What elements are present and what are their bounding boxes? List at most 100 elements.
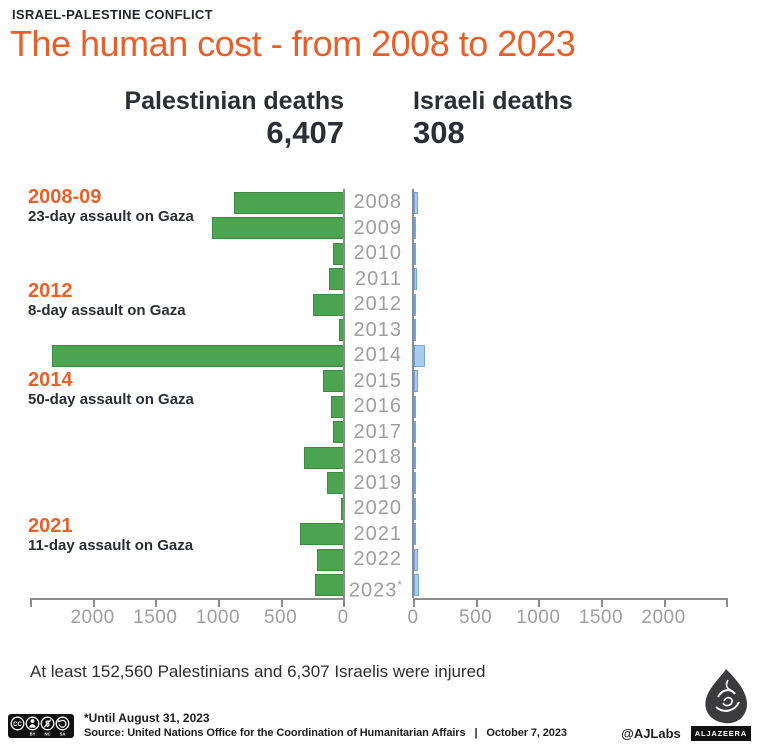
bar-israeli-2009 bbox=[414, 217, 416, 240]
axis-tick bbox=[217, 598, 220, 607]
svg-text:NC: NC bbox=[44, 732, 50, 737]
bidirectional-bar-chart: 2008 2009 2010 2011 2012 2013 2014 2015 2016 2017… bbox=[28, 187, 729, 628]
axis-tick-label: 0 bbox=[337, 607, 349, 628]
axis-zero-line-right bbox=[412, 189, 414, 598]
israeli-deaths-total: 308 bbox=[413, 115, 465, 150]
footer-branding: @AJLabs ALJAZEERA bbox=[621, 726, 751, 741]
axis-baseline-right bbox=[413, 598, 727, 600]
axis-tick bbox=[663, 598, 666, 607]
bar-palestinian-2008 bbox=[233, 191, 344, 214]
bar-israeli-2010 bbox=[414, 242, 416, 265]
bar-palestinian-2014 bbox=[52, 344, 344, 367]
bar-palestinian-2023 bbox=[315, 574, 344, 597]
bar-palestinian-2015 bbox=[322, 370, 344, 393]
annotation-2014: 2014 50-day assault on Gaza bbox=[28, 370, 194, 408]
axis-tick-label: 1000 bbox=[195, 607, 241, 628]
bar-palestinian-2019 bbox=[327, 472, 344, 495]
bar-palestinian-2009 bbox=[212, 217, 344, 240]
palestinian-deaths-total: 6,407 bbox=[266, 115, 344, 150]
year-label: 2018 bbox=[353, 446, 402, 468]
source-text: Source: United Nations Office for the Co… bbox=[84, 727, 466, 739]
svg-text:BY: BY bbox=[30, 732, 36, 737]
axis-tick-label: 1500 bbox=[133, 607, 178, 628]
bar-palestinian-2012 bbox=[312, 293, 344, 316]
axis-tick-label: 2000 bbox=[641, 607, 686, 628]
year-label: 2008 bbox=[353, 191, 402, 213]
bar-israeli-2012 bbox=[414, 293, 416, 316]
footnotes: *Until August 31, 2023 Source: United Na… bbox=[84, 711, 567, 741]
bar-israeli-2014 bbox=[414, 344, 425, 367]
axis-tick-label: 1500 bbox=[578, 607, 624, 628]
annotation-period: 2012 bbox=[28, 280, 73, 302]
bar-palestinian-2021 bbox=[300, 523, 344, 546]
axis-tick bbox=[413, 598, 415, 607]
year-label: 2019 bbox=[353, 471, 402, 494]
axis-zero-line-left bbox=[343, 189, 345, 598]
source-divider: | bbox=[474, 727, 478, 739]
bar-palestinian-2018 bbox=[303, 446, 344, 469]
aljazeera-flame-icon bbox=[705, 669, 747, 724]
annotation-2008-09: 2008-09 23-day assault on Gaza bbox=[28, 187, 194, 225]
palestinian-totals: Palestinian deaths 6,407 bbox=[124, 88, 344, 150]
annotation-2021: 2021 11-day assault on Gaza bbox=[28, 516, 193, 554]
page-title: The human cost - from 2008 to 2023 bbox=[10, 23, 576, 64]
axis-tick bbox=[155, 598, 158, 607]
annotation-period: 2014 bbox=[28, 369, 73, 391]
cc-by-nc-sa-icon: CC $ BY NC SA bbox=[8, 714, 74, 738]
bar-israeli-2015 bbox=[414, 370, 418, 393]
axis-baseline-left bbox=[30, 598, 345, 600]
bar-palestinian-2011 bbox=[329, 268, 344, 291]
bar-israeli-2019 bbox=[414, 472, 416, 495]
israeli-deaths-label: Israeli deaths bbox=[413, 87, 573, 115]
year-label: 2021 bbox=[353, 522, 402, 545]
axis-tick bbox=[280, 598, 283, 607]
axis-tick-label: 0 bbox=[407, 607, 419, 628]
year-label: 2022 bbox=[353, 548, 402, 570]
annotation-2012: 2012 8-day assault on Gaza bbox=[28, 281, 186, 319]
bar-israeli-2018 bbox=[414, 446, 416, 469]
svg-text:SA: SA bbox=[60, 732, 66, 737]
axis-tick bbox=[726, 598, 729, 607]
year-label: 2012 bbox=[353, 293, 402, 315]
bar-israeli-2021 bbox=[414, 523, 416, 546]
annotation-text: 23-day assault on Gaza bbox=[28, 208, 194, 225]
axis-tick bbox=[343, 598, 346, 607]
bar-israeli-2022 bbox=[414, 548, 418, 571]
bar-palestinian-2022 bbox=[317, 548, 344, 571]
axis-tick bbox=[30, 598, 32, 607]
annotation-period: 2021 bbox=[28, 515, 73, 537]
israeli-plot bbox=[414, 190, 727, 598]
annotation-text: 11-day assault on Gaza bbox=[28, 537, 194, 554]
svg-text:CC: CC bbox=[13, 722, 22, 728]
year-label: 2011 bbox=[354, 267, 402, 290]
year-label: 2014 bbox=[353, 344, 402, 366]
injured-note: At least 152,560 Palestinians and 6,307 … bbox=[30, 662, 486, 681]
bar-israeli-2013 bbox=[414, 319, 416, 342]
publish-date: October 7, 2023 bbox=[486, 727, 567, 739]
palestinian-plot bbox=[30, 190, 344, 598]
axis-tick-label: 500 bbox=[459, 607, 493, 628]
axis-tick bbox=[92, 598, 95, 607]
footnote-asterisk: * bbox=[397, 577, 402, 592]
year-label: 2023* bbox=[348, 577, 402, 602]
bar-israeli-2020 bbox=[414, 497, 416, 520]
year-label: 2016 bbox=[353, 395, 402, 417]
bar-israeli-2017 bbox=[414, 421, 416, 444]
aljazeera-wordmark: ALJAZEERA bbox=[690, 726, 751, 741]
asterisk-note: *Until August 31, 2023 bbox=[84, 711, 210, 725]
ajlabs-handle: @AJLabs bbox=[621, 726, 681, 741]
israeli-totals: Israeli deaths 308 bbox=[413, 87, 573, 150]
year-label: 2020 bbox=[353, 497, 402, 519]
aljazeera-logo-icon bbox=[701, 668, 751, 730]
year-label: 2009 bbox=[353, 216, 402, 239]
axis-tick-label: 500 bbox=[263, 607, 298, 628]
year-label: 2017 bbox=[353, 420, 402, 443]
bar-israeli-2011 bbox=[414, 268, 417, 291]
year-label: 2015 bbox=[353, 369, 402, 392]
year-label: 2010 bbox=[353, 242, 402, 264]
annotation-text: 8-day assault on Gaza bbox=[28, 302, 186, 319]
bar-israeli-2016 bbox=[414, 395, 416, 418]
bar-israeli-2023 bbox=[414, 574, 419, 597]
year-label: 2013 bbox=[353, 318, 402, 341]
